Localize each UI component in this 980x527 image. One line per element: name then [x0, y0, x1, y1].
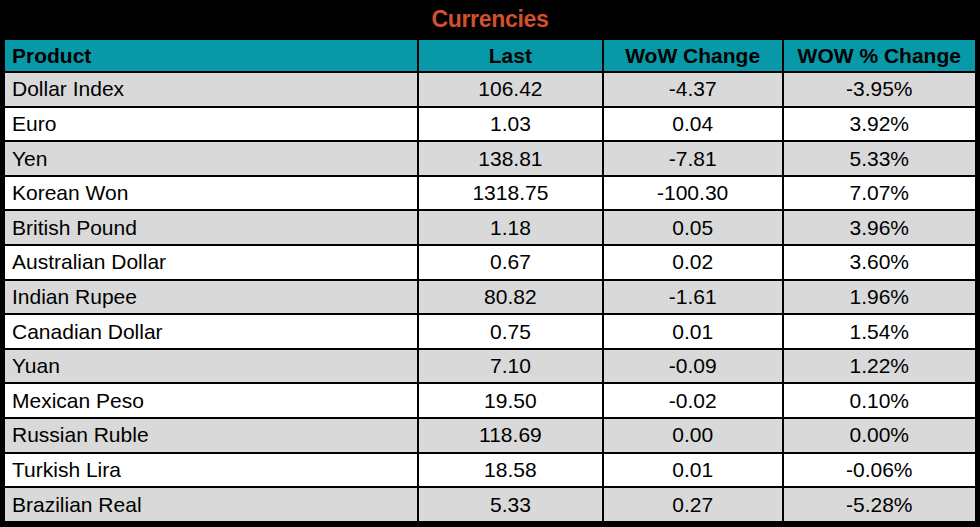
last-cell: 0.75 — [418, 314, 603, 349]
table-row: Dollar Index 106.42 -4.37 -3.95% — [4, 72, 976, 107]
wow-pct-change-cell: 3.92% — [783, 107, 976, 142]
product-cell: Canadian Dollar — [4, 314, 418, 349]
wow-pct-change-cell: 3.60% — [783, 245, 976, 280]
product-cell: Yen — [4, 141, 418, 176]
last-cell: 1.18 — [418, 210, 603, 245]
wow-change-cell: 0.01 — [603, 314, 783, 349]
column-header-product: Product — [4, 39, 418, 72]
table-row: Canadian Dollar 0.75 0.01 1.54% — [4, 314, 976, 349]
last-cell: 0.67 — [418, 245, 603, 280]
product-cell: Brazilian Real — [4, 487, 418, 522]
last-cell: 7.10 — [418, 349, 603, 384]
product-cell: Dollar Index — [4, 72, 418, 107]
product-cell: Euro — [4, 107, 418, 142]
column-header-last: Last — [418, 39, 603, 72]
last-cell: 106.42 — [418, 72, 603, 107]
last-cell: 19.50 — [418, 383, 603, 418]
wow-change-cell: 0.05 — [603, 210, 783, 245]
wow-change-cell: 0.02 — [603, 245, 783, 280]
last-cell: 138.81 — [418, 141, 603, 176]
table-row: Yen 138.81 -7.81 5.33% — [4, 141, 976, 176]
table-row: Russian Ruble 118.69 0.00 0.00% — [4, 418, 976, 453]
last-cell: 1.03 — [418, 107, 603, 142]
column-header-wow-pct: WOW % Change — [783, 39, 976, 72]
product-cell: Indian Rupee — [4, 280, 418, 315]
wow-change-cell: -0.02 — [603, 383, 783, 418]
table-row: Euro 1.03 0.04 3.92% — [4, 107, 976, 142]
currencies-table: Product Last WoW Change WOW % Change Dol… — [3, 38, 977, 523]
wow-pct-change-cell: -3.95% — [783, 72, 976, 107]
table-row: Korean Won 1318.75 -100.30 7.07% — [4, 176, 976, 211]
table-row: Indian Rupee 80.82 -1.61 1.96% — [4, 280, 976, 315]
wow-pct-change-cell: 1.22% — [783, 349, 976, 384]
last-cell: 118.69 — [418, 418, 603, 453]
product-cell: Russian Ruble — [4, 418, 418, 453]
wow-pct-change-cell: 3.96% — [783, 210, 976, 245]
wow-change-cell: 0.27 — [603, 487, 783, 522]
table-row: Australian Dollar 0.67 0.02 3.60% — [4, 245, 976, 280]
page-title: Currencies — [431, 6, 548, 33]
last-cell: 80.82 — [418, 280, 603, 315]
currencies-panel: Currencies Product Last WoW Change WOW %… — [0, 0, 980, 527]
last-cell: 18.58 — [418, 453, 603, 488]
wow-change-cell: -0.09 — [603, 349, 783, 384]
wow-change-cell: -4.37 — [603, 72, 783, 107]
product-cell: Mexican Peso — [4, 383, 418, 418]
product-cell: Turkish Lira — [4, 453, 418, 488]
product-cell: Korean Won — [4, 176, 418, 211]
title-band: Currencies — [3, 0, 977, 38]
last-cell: 5.33 — [418, 487, 603, 522]
column-header-wow-change: WoW Change — [603, 39, 783, 72]
table-row: Yuan 7.10 -0.09 1.22% — [4, 349, 976, 384]
wow-pct-change-cell: 1.54% — [783, 314, 976, 349]
wow-pct-change-cell: 1.96% — [783, 280, 976, 315]
table-row: Mexican Peso 19.50 -0.02 0.10% — [4, 383, 976, 418]
table-row: British Pound 1.18 0.05 3.96% — [4, 210, 976, 245]
wow-pct-change-cell: -0.06% — [783, 453, 976, 488]
table-row: Turkish Lira 18.58 0.01 -0.06% — [4, 453, 976, 488]
wow-pct-change-cell: -5.28% — [783, 487, 976, 522]
wow-change-cell: -100.30 — [603, 176, 783, 211]
wow-pct-change-cell: 0.00% — [783, 418, 976, 453]
table-row: Brazilian Real 5.33 0.27 -5.28% — [4, 487, 976, 522]
last-cell: 1318.75 — [418, 176, 603, 211]
wow-change-cell: 0.00 — [603, 418, 783, 453]
product-cell: Yuan — [4, 349, 418, 384]
wow-change-cell: -1.61 — [603, 280, 783, 315]
wow-change-cell: -7.81 — [603, 141, 783, 176]
wow-pct-change-cell: 5.33% — [783, 141, 976, 176]
wow-pct-change-cell: 7.07% — [783, 176, 976, 211]
wow-change-cell: 0.04 — [603, 107, 783, 142]
product-cell: British Pound — [4, 210, 418, 245]
table-header-row: Product Last WoW Change WOW % Change — [4, 39, 976, 72]
product-cell: Australian Dollar — [4, 245, 418, 280]
wow-pct-change-cell: 0.10% — [783, 383, 976, 418]
wow-change-cell: 0.01 — [603, 453, 783, 488]
